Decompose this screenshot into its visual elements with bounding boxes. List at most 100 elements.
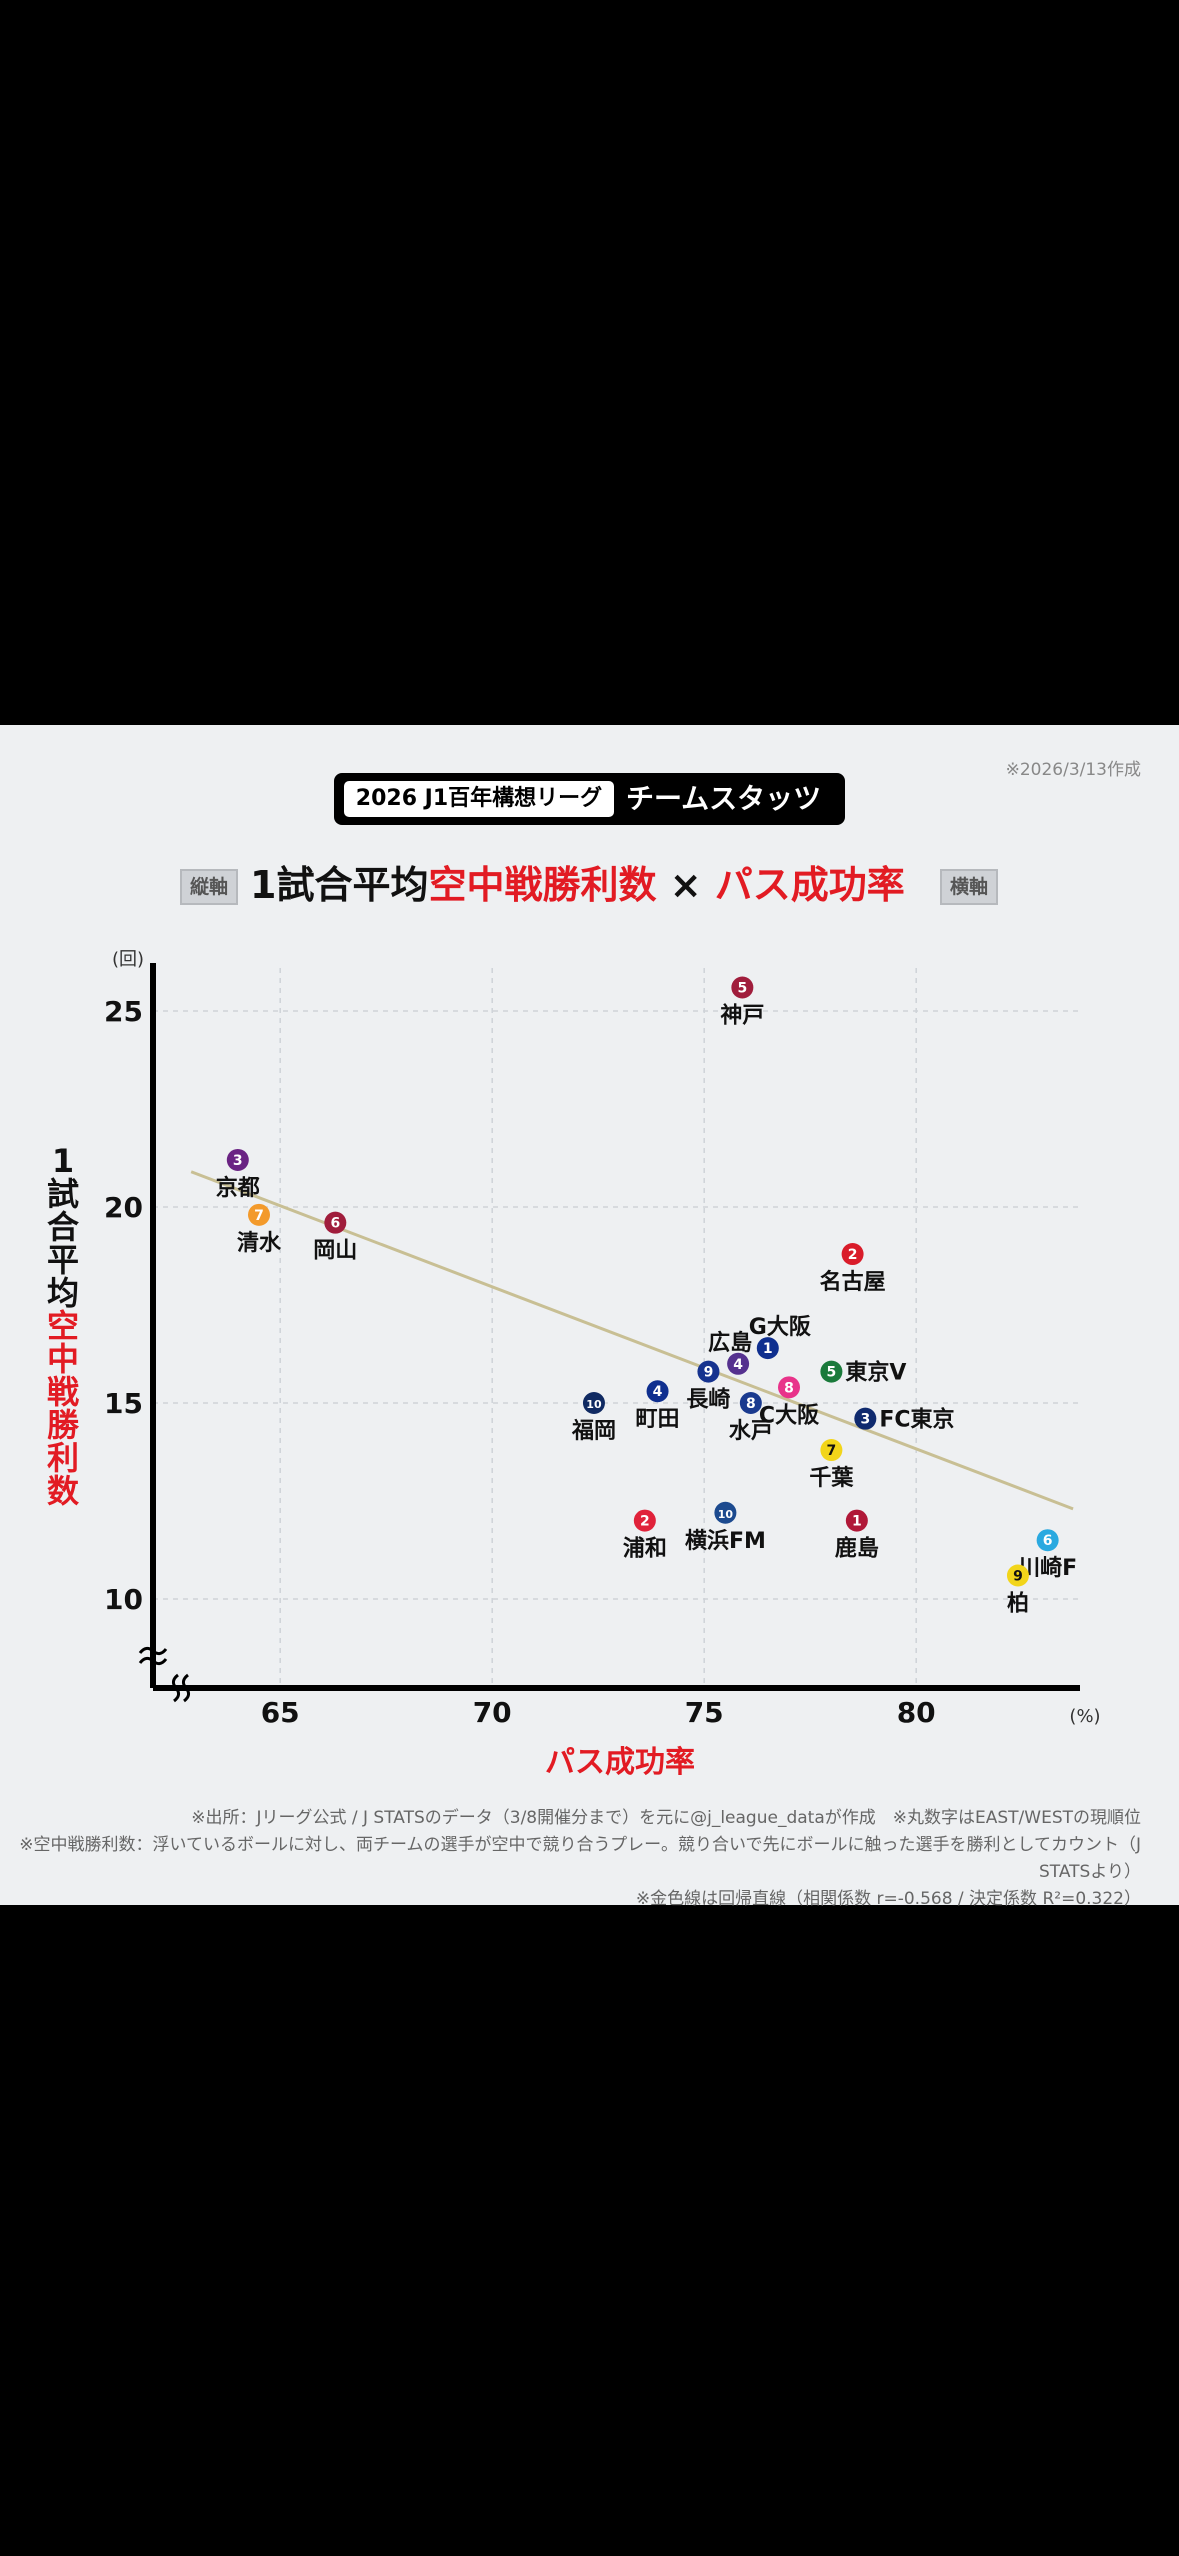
y-label-char: 試 [46,1175,79,1213]
y-label-char: 利 [46,1439,79,1477]
point-team-label: 長崎 [686,1388,730,1413]
point-rank: 9 [704,1365,714,1381]
y-label-char: 空 [46,1307,79,1345]
point-rank: 7 [827,1443,837,1459]
y-tick-label: 25 [104,995,143,1028]
subtitle-times: × [656,863,715,907]
point-marker [727,1352,750,1375]
point-team-label: 清水 [237,1230,282,1256]
point-team-label: 水戸 [729,1419,773,1444]
data-point: 5 神戸 [720,976,764,1028]
y-tick-label: 10 [104,1583,143,1616]
data-point: 9柏 [1007,1564,1029,1616]
subtitle-text: 1試合平均空中戦勝利数 × パス成功率 [250,855,905,915]
data-point: 1 鹿島 [835,1509,879,1562]
regression-line [190,1170,1074,1511]
point-marker [739,1392,762,1414]
stats-title: チームスタッツ [626,782,822,815]
point-team-label: 横浜FM [685,1529,766,1554]
point-team-label: 千葉 [809,1466,854,1491]
point-rank: 10 [586,1398,602,1411]
point-marker [778,1376,800,1399]
point-marker [226,1148,249,1171]
point-rank: 4 [653,1384,663,1400]
point-marker [646,1380,669,1403]
point-team-label: 名古屋 [820,1269,886,1295]
point-marker [633,1509,656,1532]
point-rank: 9 [1013,1568,1023,1584]
x-tick-label: 80 [897,1696,936,1729]
data-point: 3 FC東京 [854,1407,955,1433]
created-date: ※2026/3/13作成 [1005,760,1141,780]
point-team-label: 神戸 [720,1002,764,1028]
data-point: 4 町田 [636,1380,680,1432]
point-marker [820,1439,843,1462]
subtitle-prefix: 1試合平均 [250,863,429,907]
title-bar: 2026 J1百年構想リーグ チームスタッツ [334,773,845,825]
data-point: 7 清水 [237,1203,282,1256]
data-point: 2 名古屋 [820,1243,886,1295]
point-marker [1006,1564,1029,1587]
point-team-label: C大阪 [759,1403,819,1428]
league-title: 2026 J1百年構想リーグ [344,781,614,817]
subtitle-y-metric: 空中戦勝利数 [428,863,657,907]
horizontal-axis-tag: 横軸 [940,869,999,905]
x-tick-label: 75 [685,1696,724,1729]
data-point: 10 横浜FM [685,1501,766,1554]
point-rank: 2 [848,1247,858,1263]
point-rank: 6 [330,1216,340,1232]
point-marker [1036,1529,1059,1552]
y-label-char: 中 [46,1340,79,1378]
point-team-label: 岡山 [313,1239,357,1264]
point-team-label: 鹿島 [835,1536,879,1562]
point-marker [248,1203,270,1226]
data-point: 5 東京V [820,1360,906,1386]
data-point: 3 京都 [216,1148,260,1201]
y-label-char: 数 [46,1472,79,1510]
point-rank: 6 [1043,1533,1053,1549]
x-tick-label: 65 [261,1696,300,1729]
footnote-definition: ※空中戦勝利数：浮いているボールに対し、両チームの選手が空中で競り合うプレー。競… [19,1835,1141,1882]
data-point: 6 岡山 [313,1211,357,1264]
point-marker [854,1407,877,1430]
y-axis-break-icon [138,1646,168,1666]
point-marker [841,1243,864,1266]
point-rank: 3 [233,1153,243,1169]
y-label-char: 均 [46,1274,79,1312]
point-rank: 5 [737,980,747,996]
x-axis-label: パス成功率 [545,1745,695,1780]
point-team-label: FC東京 [879,1407,954,1433]
y-unit-label: (回) [112,949,144,970]
point-rank: 3 [860,1412,870,1428]
point-team-label: 福岡 [571,1419,616,1444]
point-rank: 2 [640,1514,650,1530]
point-team-label: 京都 [216,1175,260,1201]
point-rank: 1 [852,1514,862,1530]
data-point: 8 水戸 [729,1392,773,1444]
point-rank: 10 [718,1508,734,1521]
y-label-char: 勝 [46,1406,79,1444]
point-marker [714,1501,737,1524]
point-marker [756,1337,779,1360]
data-point: 7 千葉 [809,1439,854,1491]
point-team-label: 柏 [1007,1590,1029,1616]
point-team-label: 浦和 [623,1536,667,1562]
point-marker [582,1392,605,1414]
x-tick-label: 70 [473,1696,512,1729]
chart-subtitle: 縦軸 1試合平均空中戦勝利数 × パス成功率 横軸 [0,855,1179,915]
data-point: 4広島 [708,1330,752,1375]
point-team-label: 広島 [708,1330,752,1356]
point-team-label: G大阪 [749,1315,811,1340]
point-marker [820,1360,843,1383]
x-unit-label: (%) [1069,1706,1100,1727]
point-marker [845,1509,868,1532]
chart-panel: ※2026/3/13作成 2026 J1百年構想リーグ チームスタッツ 縦軸 1… [0,725,1179,1909]
y-label-char: 合 [46,1208,79,1246]
y-label-char: 戦 [46,1373,79,1411]
point-rank: 8 [784,1380,794,1396]
subtitle-x-metric: パス成功率 [714,863,905,907]
point-rank: 8 [746,1396,756,1412]
data-point: 2 浦和 [623,1509,667,1562]
